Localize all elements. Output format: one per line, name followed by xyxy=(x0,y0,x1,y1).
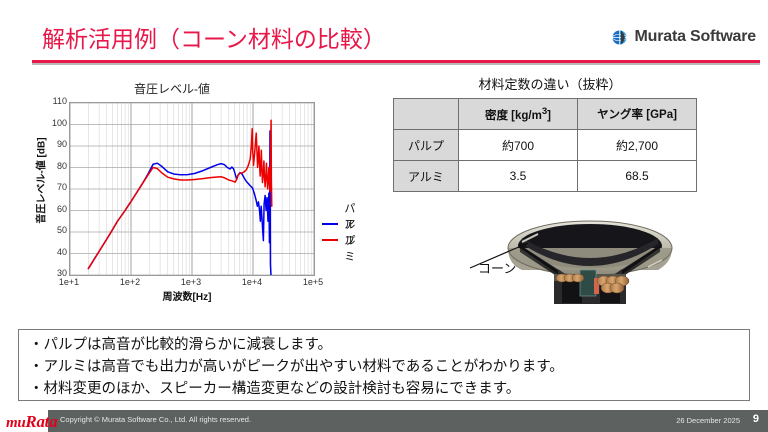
arrow-icon xyxy=(469,242,529,269)
copyright-text: Copyright © Murata Software Co., Ltd. Al… xyxy=(60,415,252,424)
table-header-row: 密度 [kg/m3] ヤング率 [GPa] xyxy=(393,98,697,130)
cell-aluminum-density: 3.5 xyxy=(458,160,578,192)
cell-pulp-density: 約700 xyxy=(458,129,578,161)
summary-text-box: ・パルプは高音が比較的滑らかに減衰します。 ・アルミは高音でも出力が高いがピーク… xyxy=(18,329,750,401)
chart-y-tick: 70 xyxy=(56,182,67,192)
bullet-line: ・材料変更のほか、スピーカー構造変更などの設計検討も容易にできます。 xyxy=(29,381,521,397)
footer-bar xyxy=(48,410,768,432)
legend-label-aluminum: アルミ xyxy=(344,219,356,263)
chart-y-tick: 50 xyxy=(56,225,67,235)
page-title: 解析活用例（コーン材料の比較） xyxy=(42,26,386,52)
speaker-cross-section-image xyxy=(462,212,712,317)
density-bracket: ] xyxy=(547,109,552,122)
density-exponent: 3 xyxy=(541,105,548,117)
spl-chart: 音圧レベル-値 音圧レベル-値 [dB] 周波数[Hz] 110 100 90 80 7… xyxy=(22,78,362,306)
footer: muRata Copyright © Murata Software Co., … xyxy=(0,410,768,432)
table-corner-cell xyxy=(393,98,459,130)
table-col-young: ヤング率 [GPa] xyxy=(577,98,697,130)
footer-date: 26 December 2025 xyxy=(676,416,740,425)
chart-y-tick: 80 xyxy=(56,160,67,171)
chart-x-tick: 1e+3 xyxy=(180,277,202,287)
globe-icon xyxy=(611,29,629,46)
chart-legend: パルプ アルミ xyxy=(322,203,365,263)
table-row: アルミ 3.5 68.5 xyxy=(393,160,697,192)
murata-logo-suffix: Rata xyxy=(25,412,58,431)
legend-item-pulp: パルプ xyxy=(322,203,365,247)
murata-logo: muRata xyxy=(6,412,58,432)
chart-plot-area xyxy=(69,102,315,276)
legend-swatch-pulp xyxy=(322,223,339,225)
cell-aluminum-young: 68.5 xyxy=(577,160,697,192)
chart-x-tick: 1e+1 xyxy=(58,277,80,287)
murata-software-logo: Murata Software xyxy=(611,28,757,46)
table-row-label-aluminum: アルミ xyxy=(393,160,459,192)
page-number: 9 xyxy=(752,413,759,425)
legend-swatch-aluminum xyxy=(322,239,339,241)
table-row: パルプ 約700 約2,700 xyxy=(393,129,697,161)
chart-y-tick: 100 xyxy=(51,117,67,128)
chart-x-tick: 1e+4 xyxy=(241,277,263,287)
material-constants-table: 密度 [kg/m3] ヤング率 [GPa] パルプ 約700 約2,700 アル… xyxy=(393,98,697,192)
density-label: 密度 [kg/m xyxy=(484,109,542,122)
chart-x-axis-label: 周波数[Hz] xyxy=(162,292,212,303)
legend-label-pulp: パルプ xyxy=(344,203,356,247)
chart-y-tick: 40 xyxy=(56,246,67,257)
chart-y-tick: 60 xyxy=(56,203,67,214)
table-row-label-pulp: パルプ xyxy=(393,129,459,161)
logo-text: Murata Software xyxy=(634,28,757,45)
table-col-density: 密度 [kg/m3] xyxy=(458,98,578,130)
bullet-line: ・パルプは高音が比較的滑らかに減衰します。 xyxy=(29,337,333,353)
bullet-line: ・アルミは高音でも出力が高いがピークが出やすい材料であることがわかります。 xyxy=(29,359,564,375)
chart-y-tick: 30 xyxy=(56,268,67,278)
cell-pulp-young: 約2,700 xyxy=(577,129,697,161)
header-rule-gray xyxy=(32,63,760,65)
chart-canvas xyxy=(70,103,314,275)
chart-y-tick: 110 xyxy=(52,96,67,106)
chart-x-tick: 1e+2 xyxy=(119,277,141,287)
cone-annotation-label: コーン xyxy=(478,261,517,276)
murata-logo-prefix: mu xyxy=(6,415,26,431)
legend-item-aluminum: アルミ xyxy=(322,219,365,263)
table-title: 材料定数の違い（抜粋） xyxy=(478,77,622,92)
header-rule-red xyxy=(32,60,760,63)
chart-x-tick: 1e+5 xyxy=(302,277,324,287)
chart-title: 音圧レベル-値 xyxy=(134,82,210,96)
chart-y-tick: 90 xyxy=(56,139,67,149)
